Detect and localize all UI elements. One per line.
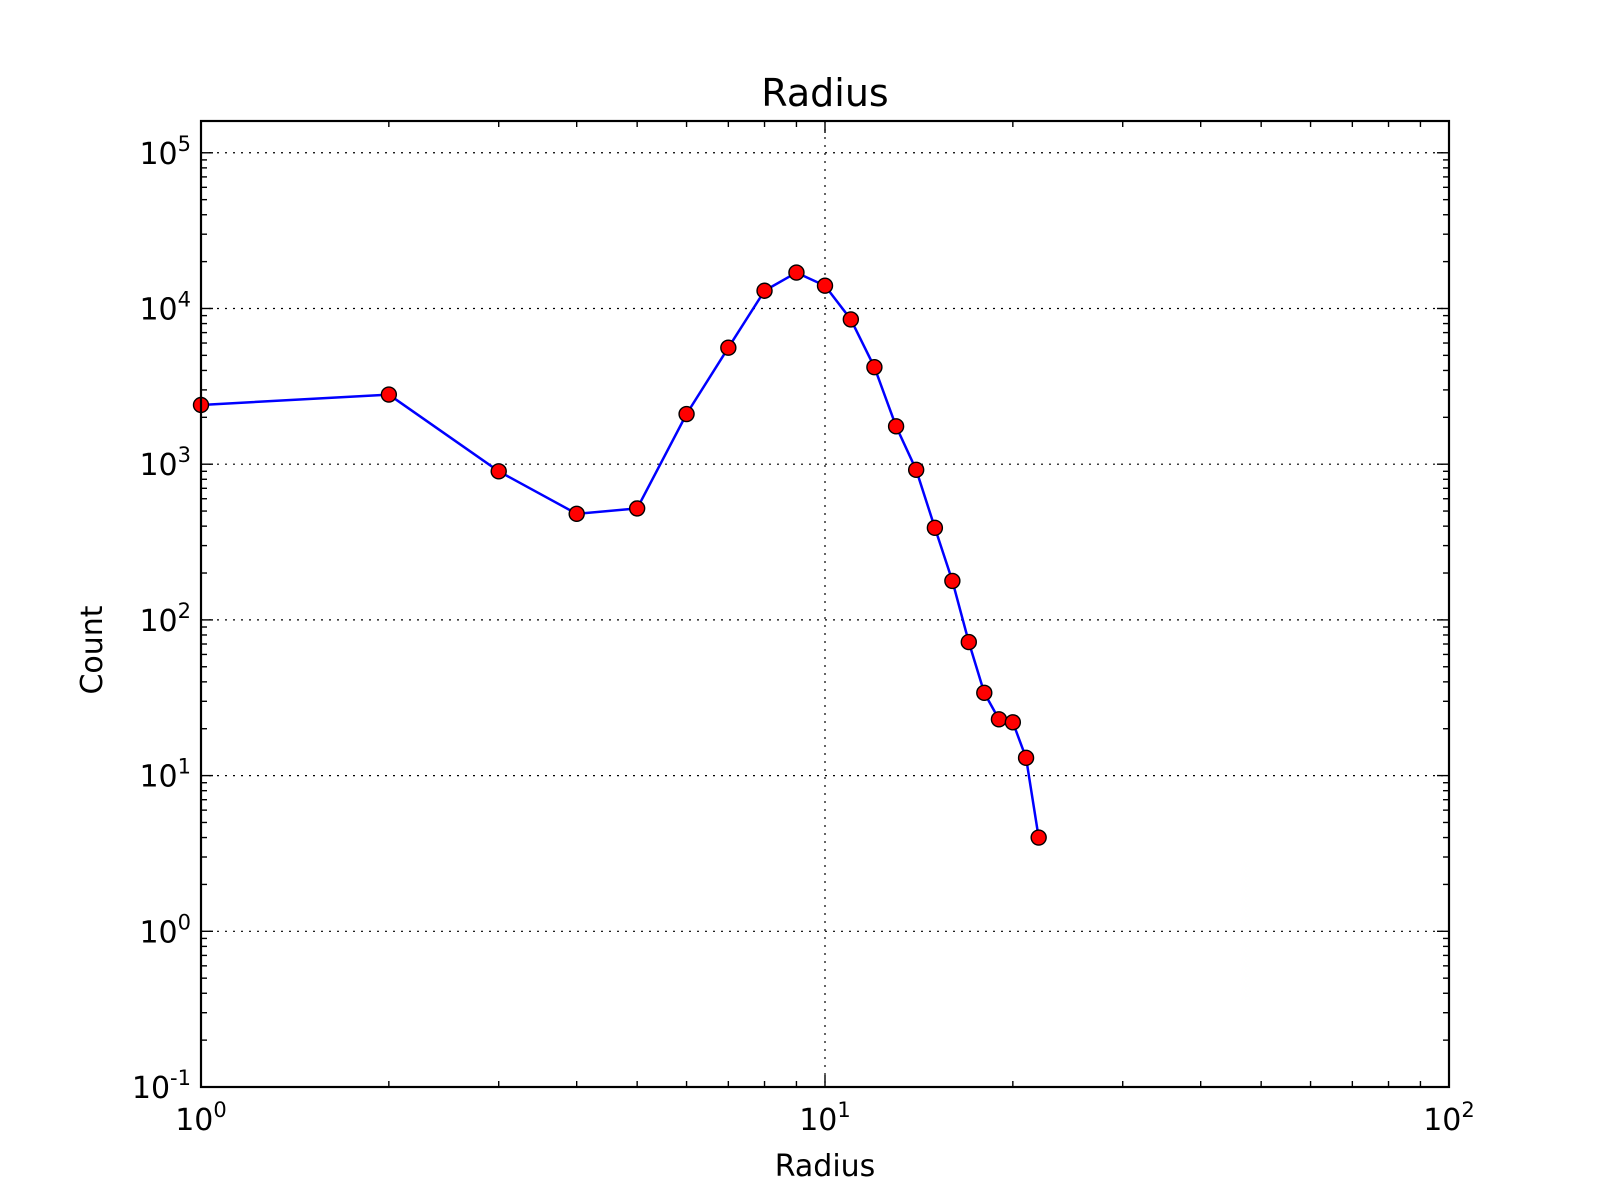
data-point [756, 282, 773, 299]
series-line [200, 271, 1040, 838]
data-point [960, 633, 977, 651]
data-point [866, 358, 883, 376]
y-axis-label: Count [75, 605, 110, 694]
data-point [720, 339, 737, 356]
data-point [944, 572, 961, 590]
grid-lines [201, 121, 1449, 1087]
x-tick-label: 101 [799, 1098, 851, 1138]
data-point [628, 500, 646, 517]
y-tick-label: 102 [139, 599, 191, 639]
data-point [678, 405, 695, 423]
data-point [842, 311, 860, 328]
data-point [887, 418, 905, 435]
data-point [1030, 829, 1047, 846]
y-tick-label: 104 [139, 287, 191, 327]
data-point [816, 277, 834, 294]
chart-title: Radius [761, 71, 888, 115]
data-point [568, 505, 585, 523]
data-point [380, 386, 398, 403]
y-tick-label: 101 [139, 755, 191, 795]
x-axis-label: Radius [775, 1149, 876, 1184]
y-tick-label: 100 [139, 910, 191, 950]
y-tick-label: 103 [139, 443, 191, 483]
data-point [1004, 714, 1022, 731]
x-tick-label: 102 [1423, 1098, 1475, 1138]
y-tick-label: 105 [139, 132, 191, 172]
data-point [926, 519, 944, 537]
x-tick-label: 100 [175, 1098, 227, 1138]
data-point [1017, 749, 1035, 767]
data-point [990, 711, 1008, 728]
data-point [976, 684, 993, 702]
data-point [490, 463, 507, 480]
y-tick-label: 10-1 [132, 1066, 191, 1106]
data-series [192, 264, 1047, 846]
data-point [907, 461, 925, 479]
data-point [788, 264, 805, 281]
